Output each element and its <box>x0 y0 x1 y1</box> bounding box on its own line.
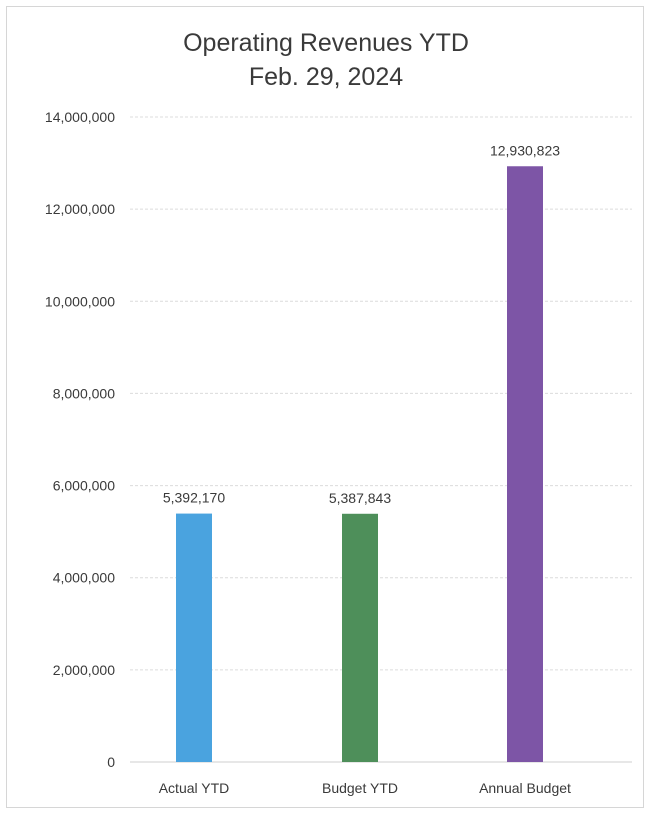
x-category-label: Annual Budget <box>479 780 571 796</box>
data-label: 5,392,170 <box>163 490 225 506</box>
data-label: 5,387,843 <box>329 490 391 506</box>
y-tick-label: 6,000,000 <box>53 478 115 494</box>
chart-subtitle: Feb. 29, 2024 <box>248 63 404 91</box>
y-tick-label: 4,000,000 <box>53 570 115 586</box>
gridlines <box>130 116 632 763</box>
chart-title: Operating Revenues YTD <box>183 29 469 57</box>
y-tick-label: 10,000,000 <box>45 293 115 309</box>
chart-title-block: Operating Revenues YTD Feb. 29, 2024 <box>0 26 652 94</box>
y-tick-label: 2,000,000 <box>53 662 115 678</box>
x-axis-category-labels: Actual YTD Budget YTD Annual Budget <box>159 780 571 796</box>
y-tick-label: 14,000,000 <box>45 109 115 125</box>
data-label: 12,930,823 <box>490 142 560 158</box>
y-axis-tick-labels: 0 2,000,000 4,000,000 6,000,000 8,000,000 10,… <box>45 109 115 770</box>
bar <box>507 166 543 762</box>
y-tick-label: 8,000,000 <box>53 385 115 401</box>
x-category-label: Budget YTD <box>322 780 398 796</box>
y-tick-label: 12,000,000 <box>45 201 115 217</box>
bar <box>342 513 378 762</box>
bar <box>176 513 212 762</box>
x-category-label: Actual YTD <box>159 780 230 796</box>
y-tick-label: 0 <box>107 754 115 770</box>
data-labels: 5,392,170 5,387,843 12,930,823 <box>163 142 560 506</box>
bars <box>176 166 543 762</box>
